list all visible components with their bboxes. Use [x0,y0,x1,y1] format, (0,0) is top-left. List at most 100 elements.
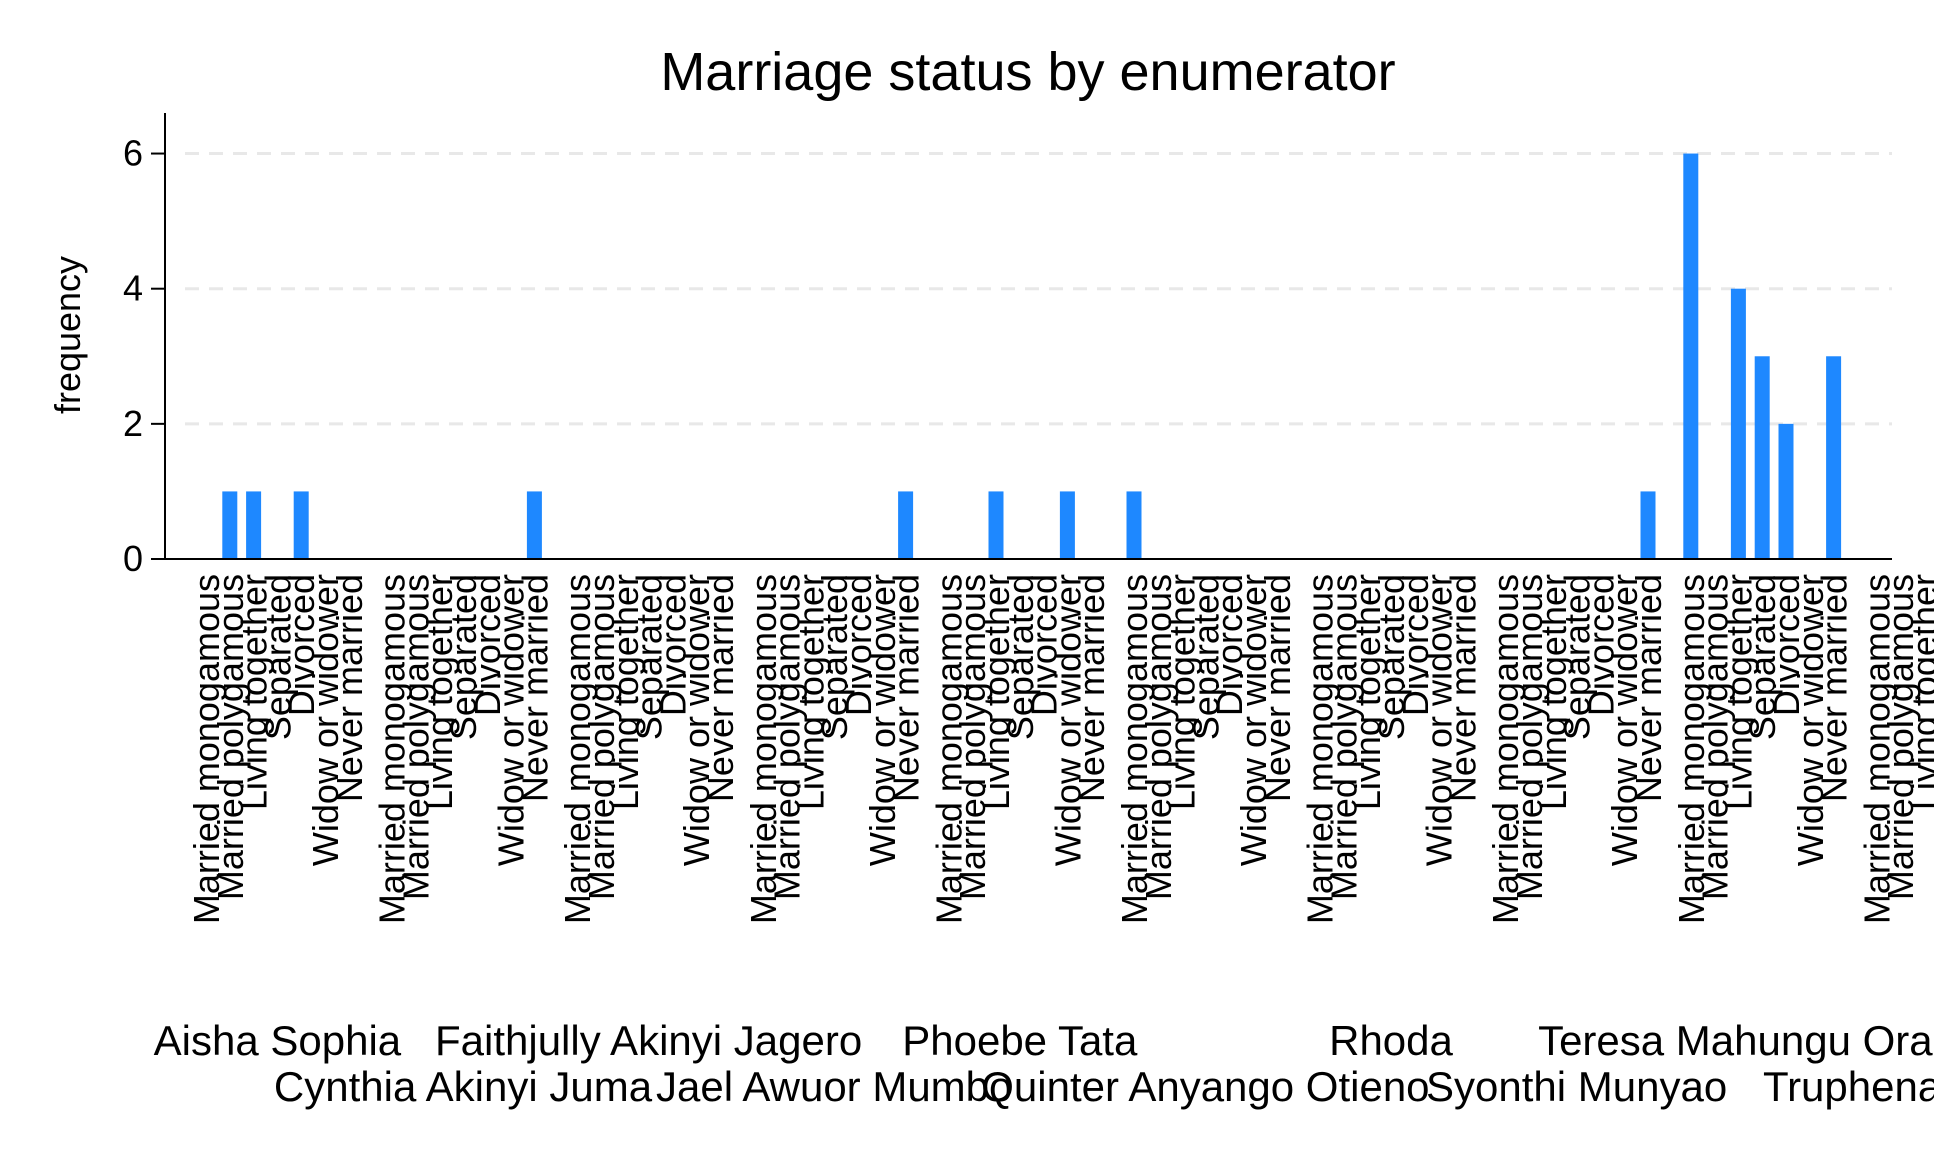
category-label: Married monogamous [557,574,598,924]
category-label: Separated [1185,574,1226,740]
category-label: Married polygamous [1138,574,1179,900]
group-label: Cynthia Akinyi Juma [274,1063,653,1110]
bar [1754,356,1770,559]
category-label: Married polygamous [1323,574,1364,900]
category-label: Separated [1371,574,1412,740]
category-label: Separated [1557,574,1598,740]
category-label: Divorced [1024,574,1065,716]
category-label: Living together [1718,574,1759,810]
bar [1126,491,1142,559]
category-label: Divorced [1580,574,1621,716]
category-label: Separated [257,574,298,740]
category-label: Widow or widower [305,574,346,866]
category-label: Never married [329,574,370,802]
chart-title: Marriage status by enumerator [660,42,1395,102]
category-label: Divorced [1766,574,1807,716]
group-label: Aisha Sophia [154,1017,402,1064]
bar [1730,288,1746,559]
category-label: Married monogamous [1671,574,1712,924]
category-label: Widow or widower [862,574,903,866]
category-label: Never married [700,574,741,802]
category-label: Living together [234,574,275,810]
category-label: Never married [1628,574,1669,802]
bar [526,491,542,559]
category-label: Never married [1442,574,1483,802]
category-label: Living together [976,574,1017,810]
category-label: Married polygamous [395,574,436,900]
category-label: Widow or widower [1604,574,1645,866]
category-label: Living together [1533,574,1574,810]
category-label: Never married [514,574,555,802]
category-label: Married monogamous [1114,574,1155,924]
category-label: Separated [1000,574,1041,740]
category-label: Living together [1347,574,1388,810]
category-label: Separated [443,574,484,740]
y-tick-labels: 0 2 4 6 [123,133,143,579]
category-label: Married polygamous [1509,574,1550,900]
category-label: Divorced [467,574,508,716]
category-label: Married monogamous [743,574,784,924]
bar [246,491,262,559]
y-tick-label: 0 [123,538,143,579]
category-label: Never married [1814,574,1855,802]
category-label: Living together [1904,574,1934,810]
category-label: Married monogamous [1856,574,1897,924]
y-axis-label: frequency [47,256,88,414]
bar [1640,491,1656,559]
category-label: Married monogamous [1485,574,1526,924]
axis-layer [151,113,1892,560]
group-label: Teresa Mahungu Orachi [1538,1017,1934,1064]
category-label: Divorced [838,574,879,716]
category-label: Living together [605,574,646,810]
category-label: Married monogamous [928,574,969,924]
bar [222,491,238,559]
bar-layer [222,153,1842,559]
bar [1683,153,1699,559]
category-label: Divorced [1209,574,1250,716]
category-label: Married polygamous [767,574,808,900]
category-label: Separated [1742,574,1783,740]
category-label: Widow or widower [676,574,717,866]
category-label: Married polygamous [952,574,993,900]
y-tick-label: 2 [123,403,143,444]
category-label: Widow or widower [491,574,532,866]
group-label: Rhoda [1329,1017,1453,1064]
group-label: Jael Awuor Mumbo [656,1063,1012,1110]
category-label: Married monogamous [372,574,413,924]
group-label: Syonthi Munyao [1426,1063,1727,1110]
grid-layer [185,152,1892,426]
y-tick-label: 6 [123,133,143,174]
category-label: Living together [790,574,831,810]
bar [898,491,914,559]
category-label: Separated [1928,574,1934,740]
category-label: Married monogamous [1300,574,1341,924]
group-label: Phoebe Tata [902,1017,1138,1064]
category-label: Divorced [1395,574,1436,716]
category-label: Married polygamous [1695,574,1736,900]
category-label: Never married [1071,574,1112,802]
category-label: Married polygamous [210,574,251,900]
bar [988,491,1004,559]
category-label: Separated [629,574,670,740]
bar [1778,423,1794,559]
category-label: Widow or widower [1790,574,1831,866]
bar [1826,356,1842,559]
category-label: Widow or widower [1047,574,1088,866]
category-label: Divorced [281,574,322,716]
category-label: Separated [814,574,855,740]
category-label: Living together [1162,574,1203,810]
bar [293,491,309,559]
category-label: Never married [886,574,927,802]
group-label: Quinter Anyango Otieno [981,1063,1429,1110]
category-label: Married monogamous [186,574,227,924]
category-label: Married polygamous [1880,574,1921,900]
category-label: Never married [1257,574,1298,802]
category-label: Living together [419,574,460,810]
y-tick-label: 4 [123,268,143,309]
category-label: Widow or widower [1419,574,1460,866]
category-label: Divorced [652,574,693,716]
